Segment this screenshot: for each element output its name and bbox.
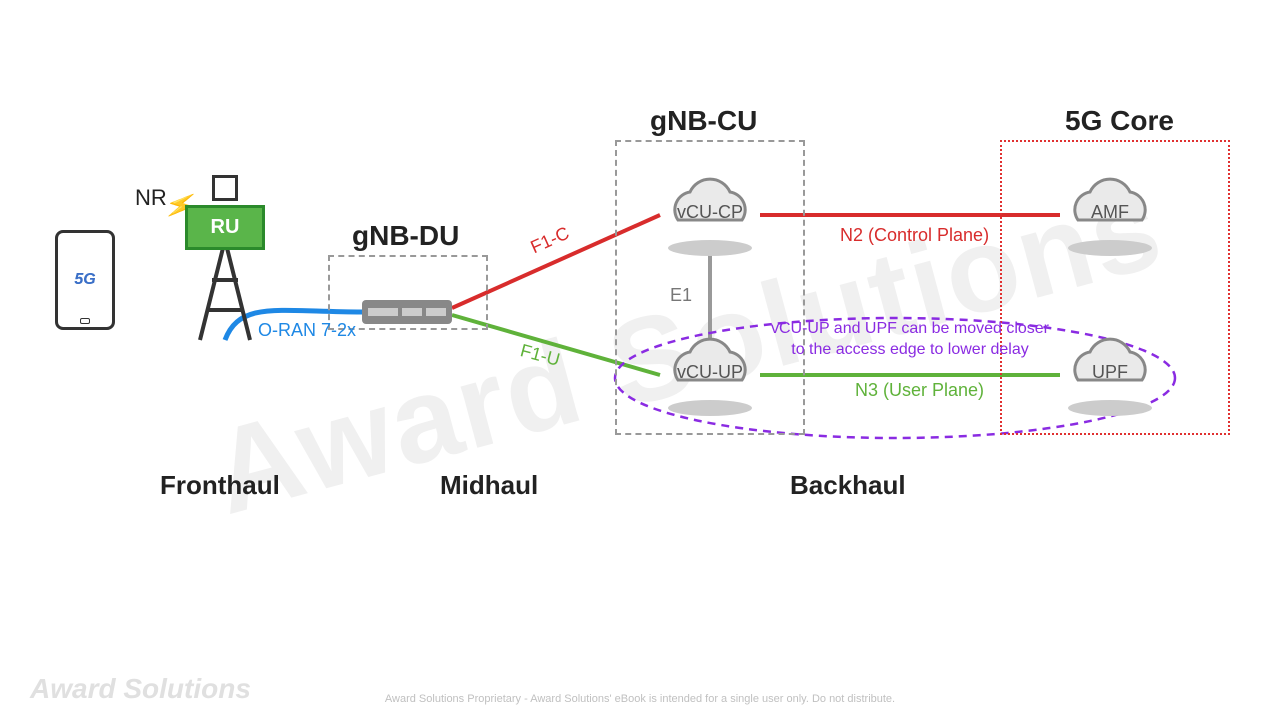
vcu-up-node: vCU-UP bbox=[660, 340, 760, 410]
nr-label: NR bbox=[135, 185, 167, 211]
backhaul-label: Backhaul bbox=[790, 470, 906, 501]
upf-node: UPF bbox=[1060, 340, 1160, 410]
gnb-du-title: gNB-DU bbox=[352, 220, 459, 252]
fronthaul-label: Fronthaul bbox=[160, 470, 280, 501]
vcu-cp-node: vCU-CP bbox=[660, 180, 760, 250]
edge-fronthaul-label: O-RAN 7-2x bbox=[258, 320, 356, 341]
vcu-up-label: vCU-UP bbox=[660, 362, 760, 383]
diagram-container: 5G NR ⚡ RU gNB-DU gNB-CU 5G Core vCU-CP … bbox=[0, 0, 1280, 720]
edge-n2-label: N2 (Control Plane) bbox=[840, 225, 989, 246]
phone-home-button bbox=[80, 318, 90, 324]
gnb-cu-title: gNB-CU bbox=[650, 105, 757, 137]
tower-antenna bbox=[212, 175, 238, 201]
du-device bbox=[362, 300, 452, 324]
amf-label: AMF bbox=[1060, 202, 1160, 223]
phone: 5G bbox=[55, 230, 115, 330]
ru-label: RU bbox=[211, 216, 240, 239]
note-text: vCU-UP and UPF can be moved closerto the… bbox=[770, 319, 1050, 361]
edge-e1-label: E1 bbox=[670, 285, 692, 306]
edge-n3-label: N3 (User Plane) bbox=[855, 380, 984, 401]
amf-node: AMF bbox=[1060, 180, 1160, 250]
upf-label: UPF bbox=[1060, 362, 1160, 383]
phone-screen: 5G bbox=[64, 245, 106, 315]
core-title: 5G Core bbox=[1065, 105, 1174, 137]
phone-5g-label: 5G bbox=[74, 271, 95, 289]
ru-box: RU bbox=[185, 205, 265, 250]
vcu-cp-label: vCU-CP bbox=[660, 202, 760, 223]
midhaul-label: Midhaul bbox=[440, 470, 538, 501]
tower-legs bbox=[200, 240, 250, 340]
